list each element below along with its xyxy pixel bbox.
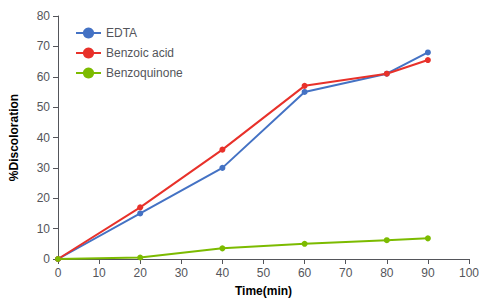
svg-text:20: 20 [37, 191, 51, 205]
svg-text:EDTA: EDTA [106, 26, 137, 40]
svg-text:10: 10 [92, 266, 106, 280]
svg-text:70: 70 [37, 39, 51, 53]
svg-text:80: 80 [380, 266, 394, 280]
svg-text:30: 30 [175, 266, 189, 280]
svg-text:40: 40 [216, 266, 230, 280]
svg-text:20: 20 [134, 266, 148, 280]
svg-text:30: 30 [37, 161, 51, 175]
svg-text:0: 0 [55, 266, 62, 280]
svg-text:10: 10 [37, 222, 51, 236]
svg-text:Benzoquinone: Benzoquinone [106, 66, 183, 80]
svg-text:Benzoic acid: Benzoic acid [106, 46, 174, 60]
svg-text:60: 60 [298, 266, 312, 280]
svg-text:70: 70 [339, 266, 353, 280]
svg-text:60: 60 [37, 70, 51, 84]
svg-text:100: 100 [459, 266, 479, 280]
svg-text:Time(min): Time(min) [235, 284, 292, 298]
svg-text:80: 80 [37, 9, 51, 23]
svg-text:50: 50 [257, 266, 271, 280]
svg-text:0: 0 [43, 252, 50, 266]
svg-text:%Discoloration: %Discoloration [7, 94, 21, 181]
svg-text:90: 90 [421, 266, 435, 280]
svg-text:40: 40 [37, 131, 51, 145]
svg-text:50: 50 [37, 100, 51, 114]
